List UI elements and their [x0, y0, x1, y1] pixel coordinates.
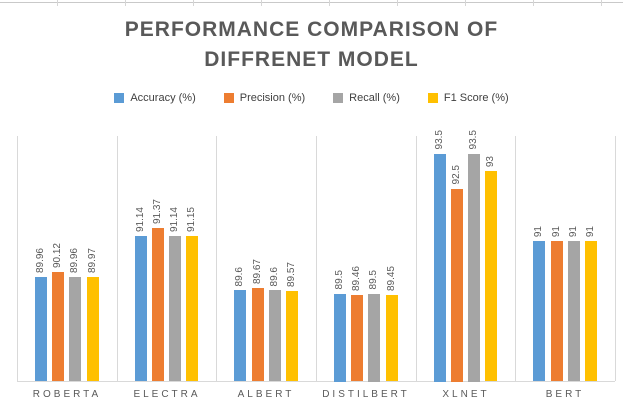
legend-item-accuracy: Accuracy (%) [114, 92, 196, 104]
data-label-xlnet-recall: 93.5 [468, 129, 479, 149]
legend-label: Precision (%) [239, 92, 306, 104]
data-label-electra-accuracy: 91.14 [135, 206, 146, 232]
bar-albert-f1-score [286, 291, 298, 381]
bar-roberta-precision [52, 272, 64, 381]
bar-xlnet-precision [451, 189, 463, 382]
data-label-xlnet-accuracy: 93.5 [434, 129, 445, 149]
legend-marker-icon [333, 93, 344, 103]
data-label-roberta-precision: 90.12 [52, 242, 63, 268]
bar-albert-accuracy [234, 290, 246, 381]
bar-electra-accuracy [135, 236, 147, 381]
bar-bert-recall [568, 241, 580, 381]
bar-electra-recall [169, 236, 181, 381]
chart-title: PERFORMANCE COMPARISON OF DIFFRENET MODE… [0, 15, 623, 75]
data-label-distilbert-f1-score: 89.45 [386, 265, 397, 291]
worksheet-top-border [0, 2, 623, 3]
data-label-distilbert-accuracy: 89.5 [334, 269, 345, 289]
data-label-bert-f1-score: 91 [585, 225, 596, 237]
legend-item-precision: Precision (%) [223, 92, 306, 104]
category-axis-line [17, 381, 615, 382]
chart-title-line-2: DIFFRENET MODEL [204, 48, 419, 71]
category-label-xlnet: XLNET [442, 389, 490, 400]
worksheet-column-tick [261, 0, 262, 6]
category-label-bert: BERT [545, 389, 585, 400]
chart-legend: Accuracy (%) Precision (%) Recall (%) F1 Sc… [0, 92, 623, 104]
chart-title-line-1: PERFORMANCE COMPARISON OF [124, 18, 499, 41]
worksheet-column-tick [601, 0, 602, 6]
category-label-electra: ELECTRA [133, 389, 201, 400]
data-label-distilbert-precision: 89.46 [351, 265, 362, 291]
bar-albert-precision [252, 288, 264, 381]
legend-item-f1-score: F1 Score (%) [427, 92, 509, 104]
bar-electra-precision [152, 228, 164, 381]
worksheet-column-tick [57, 0, 58, 6]
category-gridline [515, 136, 516, 381]
bar-distilbert-f1-score [386, 295, 398, 381]
worksheet-column-tick [193, 0, 194, 6]
data-label-albert-precision: 89.67 [252, 258, 263, 284]
bar-bert-f1-score [585, 241, 597, 381]
bar-xlnet-f1-score [485, 171, 497, 381]
data-label-albert-accuracy: 89.6 [234, 266, 245, 286]
bar-albert-recall [269, 290, 281, 381]
data-label-bert-recall: 91 [568, 225, 579, 237]
bar-bert-precision [551, 241, 563, 381]
worksheet-column-tick [397, 0, 398, 6]
worksheet-column-tick [465, 0, 466, 6]
category-gridline [615, 136, 616, 381]
legend-label: Accuracy (%) [130, 92, 196, 104]
legend-marker-icon [427, 93, 438, 103]
data-label-roberta-f1-score: 89.97 [87, 247, 98, 273]
legend-label: Recall (%) [349, 92, 400, 104]
bar-roberta-accuracy [35, 277, 47, 381]
bar-xlnet-accuracy [434, 154, 446, 382]
data-label-xlnet-precision: 92.5 [451, 164, 462, 184]
legend-label: F1 Score (%) [443, 92, 509, 104]
worksheet-column-tick [329, 0, 330, 6]
bar-distilbert-recall [368, 294, 380, 382]
bar-roberta-f1-score [87, 277, 99, 381]
data-label-roberta-accuracy: 89.96 [35, 247, 46, 273]
category-gridline [216, 136, 217, 381]
bar-bert-accuracy [533, 241, 545, 381]
legend-item-recall: Recall (%) [333, 92, 400, 104]
category-label-distilbert: DISTILBERT [322, 389, 410, 400]
category-label-albert: ALBERT [237, 389, 295, 400]
category-gridline [117, 136, 118, 381]
data-label-xlnet-f1-score: 93 [485, 155, 496, 167]
data-label-roberta-recall: 89.96 [69, 247, 80, 273]
worksheet-column-tick [533, 0, 534, 6]
bar-roberta-recall [69, 277, 81, 381]
data-label-albert-f1-score: 89.57 [286, 261, 297, 287]
bar-distilbert-precision [351, 295, 363, 381]
data-label-albert-recall: 89.6 [269, 266, 280, 286]
legend-marker-icon [223, 93, 234, 103]
category-gridline [416, 136, 417, 381]
data-label-electra-recall: 91.14 [169, 206, 180, 232]
bar-xlnet-recall [468, 154, 480, 382]
bar-electra-f1-score [186, 236, 198, 381]
category-gridline [316, 136, 317, 381]
data-label-electra-f1-score: 91.15 [186, 206, 197, 232]
category-gridline [17, 136, 18, 381]
bar-distilbert-accuracy [334, 294, 346, 382]
legend-marker-icon [114, 93, 125, 103]
worksheet-column-tick [125, 0, 126, 6]
data-label-distilbert-recall: 89.5 [368, 269, 379, 289]
data-label-electra-precision: 91.37 [152, 198, 163, 224]
category-label-roberta: ROBERTA [32, 389, 102, 400]
data-label-bert-accuracy: 91 [533, 225, 544, 237]
data-label-bert-precision: 91 [551, 225, 562, 237]
